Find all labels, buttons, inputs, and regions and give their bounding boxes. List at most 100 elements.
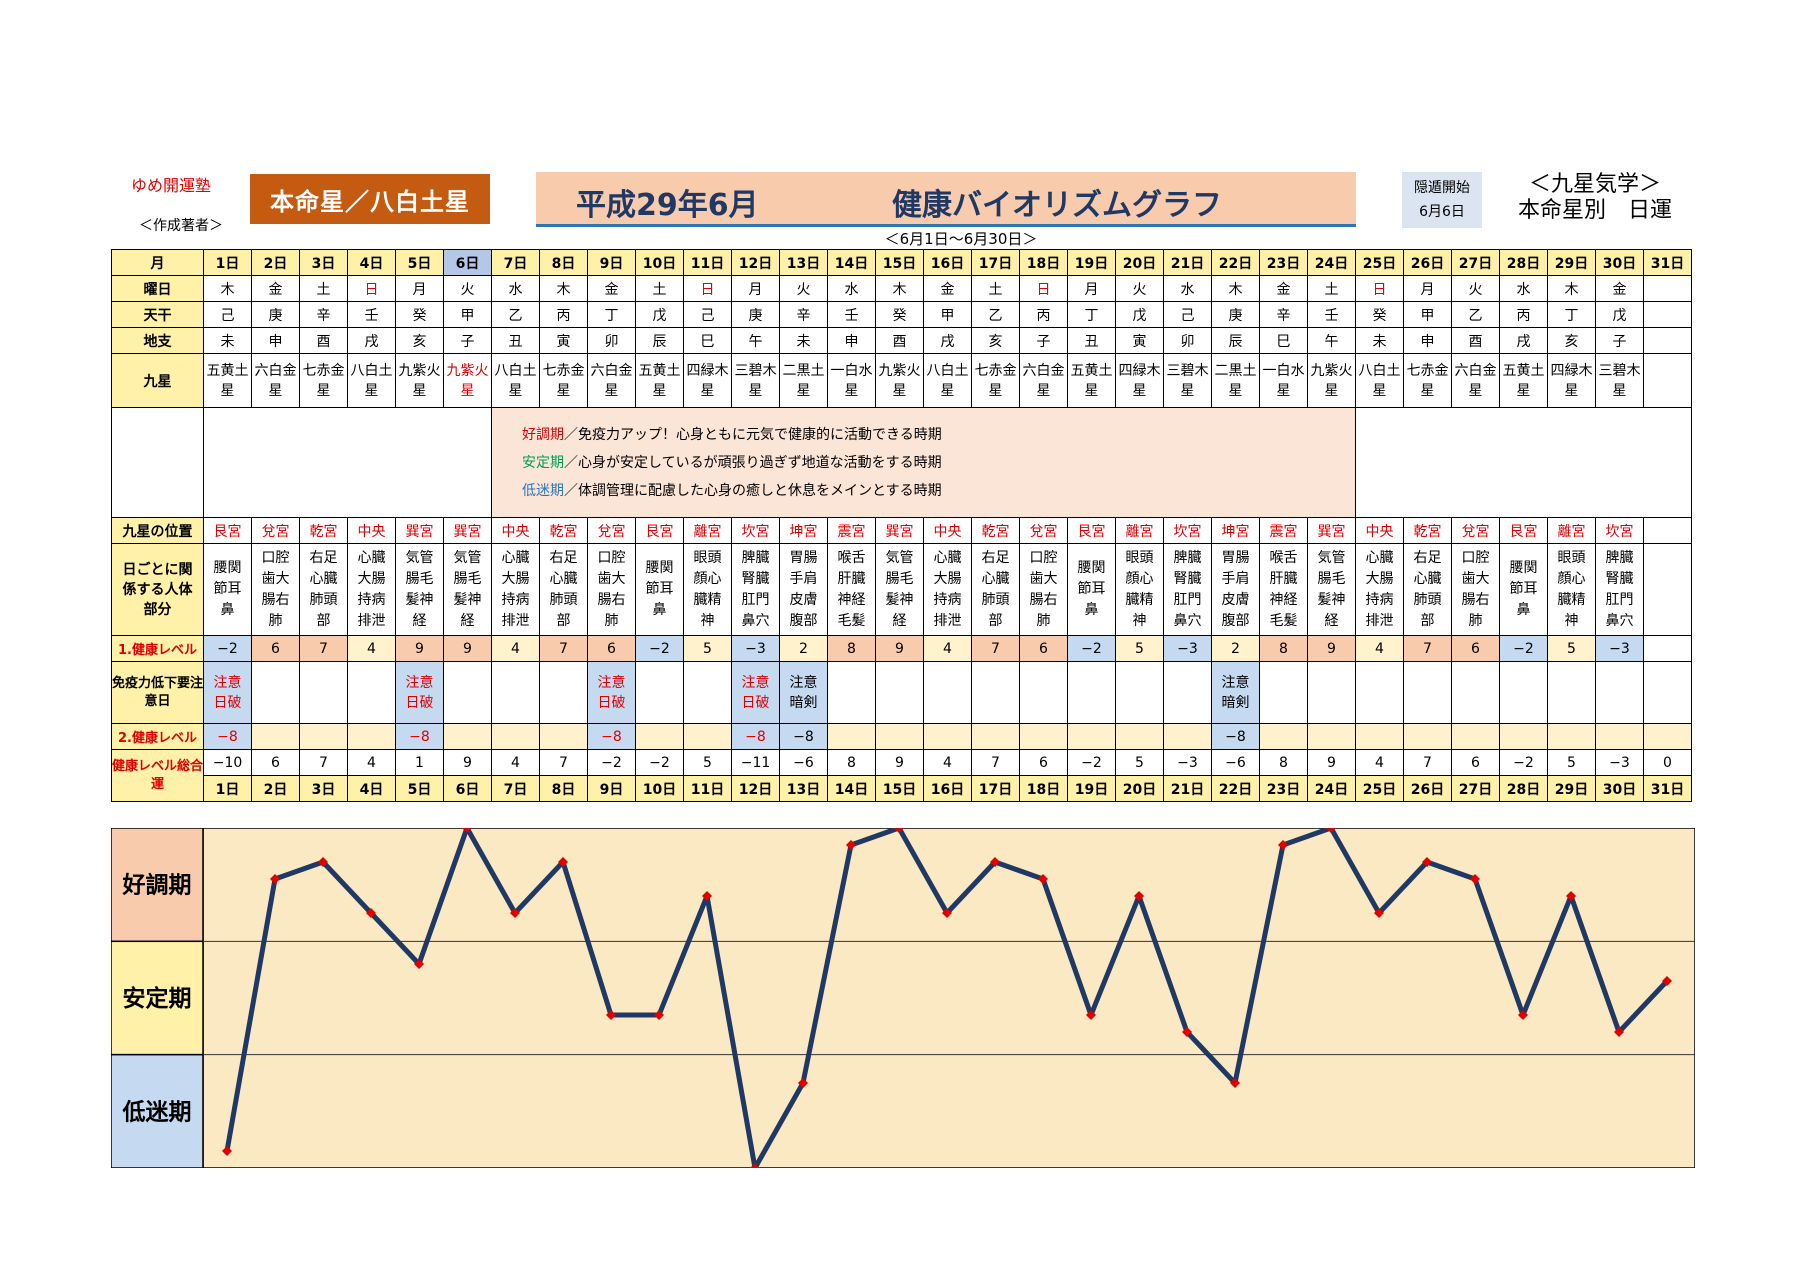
body-part-cell: 右足心臓肺頭部 <box>539 543 588 636</box>
warning-cell <box>971 661 1020 724</box>
row-label-weekday: 曜日 <box>111 275 204 302</box>
legend-term: 好調期 <box>522 426 564 443</box>
health-level-1-cell: 7 <box>971 635 1020 662</box>
warning-cell <box>491 661 540 724</box>
tenkan-cell: 癸 <box>875 301 924 328</box>
total-level-cell: 0 <box>1643 749 1692 776</box>
weekday-cell: 金 <box>587 275 636 302</box>
kyusei-cell: 五黄土星 <box>635 353 684 408</box>
weekday-cell: 金 <box>251 275 300 302</box>
kyusei-cell: 三碧木星 <box>731 353 780 408</box>
tenkan-cell: 戊 <box>1595 301 1644 328</box>
total-level-cell: −6 <box>1211 749 1260 776</box>
school-line-2: 本命星別 日運 <box>1517 198 1672 223</box>
day-footer: 27日 <box>1451 775 1500 802</box>
kyusei-cell: 五黄土星 <box>203 353 252 408</box>
zone-label-box <box>111 940 204 1056</box>
health-level-1-cell: −3 <box>1163 635 1212 662</box>
position-cell: 乾宮 <box>971 517 1020 544</box>
legend-text: ／心身が安定しているが頑張り過ぎず地道な活動をする時期 <box>564 454 942 471</box>
tenkan-cell: 丙 <box>539 301 588 328</box>
warning-cell <box>299 661 348 724</box>
tenkan-cell: 壬 <box>827 301 876 328</box>
tenkan-cell: 丁 <box>1067 301 1116 328</box>
chishi-cell: 申 <box>1403 327 1452 354</box>
kyusei-cell: 八白土星 <box>1355 353 1404 408</box>
kyusei-cell: 九紫火星 <box>1307 353 1356 408</box>
position-cell: 兌宮 <box>1019 517 1068 544</box>
total-level-cell: −2 <box>1499 749 1548 776</box>
warning-cell <box>1451 661 1500 724</box>
body-part-cell: 腰関節耳鼻 <box>1499 543 1548 636</box>
health-level-1-cell: 5 <box>1547 635 1596 662</box>
total-level-cell: 8 <box>827 749 876 776</box>
health-level-2-cell <box>1259 723 1308 750</box>
health-level-1-cell <box>1643 635 1692 662</box>
kyusei-cell: 六白金星 <box>1451 353 1500 408</box>
tenkan-cell: 丁 <box>1547 301 1596 328</box>
inton-box: 隠遁開始 6月6日 <box>1402 172 1482 228</box>
position-cell: 乾宮 <box>539 517 588 544</box>
chishi-cell: 申 <box>827 327 876 354</box>
position-cell: 艮宮 <box>1499 517 1548 544</box>
body-part-cell: 気管腸毛髪神経 <box>443 543 492 636</box>
data-point <box>270 874 280 884</box>
day-footer: 24日 <box>1307 775 1356 802</box>
data-point <box>1038 874 1048 884</box>
body-part-cell: 気管腸毛髪神経 <box>875 543 924 636</box>
total-level-cell: 4 <box>491 749 540 776</box>
day-footer: 25日 <box>1355 775 1404 802</box>
day-header: 29日 <box>1547 249 1596 276</box>
health-level-2-cell <box>971 723 1020 750</box>
health-level-1-cell: 2 <box>1211 635 1260 662</box>
position-cell <box>1643 517 1692 544</box>
data-point <box>1374 908 1384 918</box>
tenkan-cell: 庚 <box>251 301 300 328</box>
legend-spacer <box>111 407 204 518</box>
body-part-cell: 口腔歯大腸右肺 <box>251 543 300 636</box>
tenkan-cell: 癸 <box>1355 301 1404 328</box>
body-part-cell: 喉舌肝臓神経毛髪 <box>827 543 876 636</box>
position-cell: 坤宮 <box>1211 517 1260 544</box>
weekday-cell: 土 <box>299 275 348 302</box>
day-header: 18日 <box>1019 249 1068 276</box>
total-level-cell: 6 <box>251 749 300 776</box>
total-level-cell: −2 <box>635 749 684 776</box>
health-level-2-cell <box>1163 723 1212 750</box>
day-header: 12日 <box>731 249 780 276</box>
position-cell: 兌宮 <box>1451 517 1500 544</box>
position-cell: 震宮 <box>1259 517 1308 544</box>
health-level-2-cell <box>1643 723 1692 750</box>
author-label: ＜作成著者＞ <box>139 218 223 234</box>
kyusei-cell: 八白土星 <box>347 353 396 408</box>
total-level-cell: −3 <box>1595 749 1644 776</box>
warning-cell <box>1595 661 1644 724</box>
weekday-cell: 火 <box>779 275 828 302</box>
total-level-cell: −2 <box>587 749 636 776</box>
data-point <box>750 1163 760 1168</box>
day-header: 30日 <box>1595 249 1644 276</box>
weekday-cell: 月 <box>395 275 444 302</box>
weekday-cell: 火 <box>443 275 492 302</box>
position-cell: 兌宮 <box>587 517 636 544</box>
warning-cell <box>1547 661 1596 724</box>
health-level-1-cell: 9 <box>1307 635 1356 662</box>
warning-cell <box>1643 661 1692 724</box>
position-cell: 乾宮 <box>1403 517 1452 544</box>
data-point <box>1134 891 1144 901</box>
day-header: 23日 <box>1259 249 1308 276</box>
zone-label: 安定期 <box>123 985 192 1012</box>
title-banner: 平成29年6月 健康バイオリズムグラフ <box>536 172 1356 227</box>
position-cell: 離宮 <box>1115 517 1164 544</box>
day-footer: 16日 <box>923 775 972 802</box>
weekday-cell: 木 <box>1211 275 1260 302</box>
legend-line: 低迷期／体調管理に配慮した心身の癒しと休息をメインとする時期 <box>522 477 1355 505</box>
kyusei-cell: 四緑木星 <box>1547 353 1596 408</box>
day-footer: 30日 <box>1595 775 1644 802</box>
chishi-cell: 丑 <box>1067 327 1116 354</box>
data-point <box>510 908 520 918</box>
health-level-2-cell <box>1307 723 1356 750</box>
day-footer: 29日 <box>1547 775 1596 802</box>
legend-spacer <box>1355 407 1692 518</box>
weekday-cell: 日 <box>347 275 396 302</box>
